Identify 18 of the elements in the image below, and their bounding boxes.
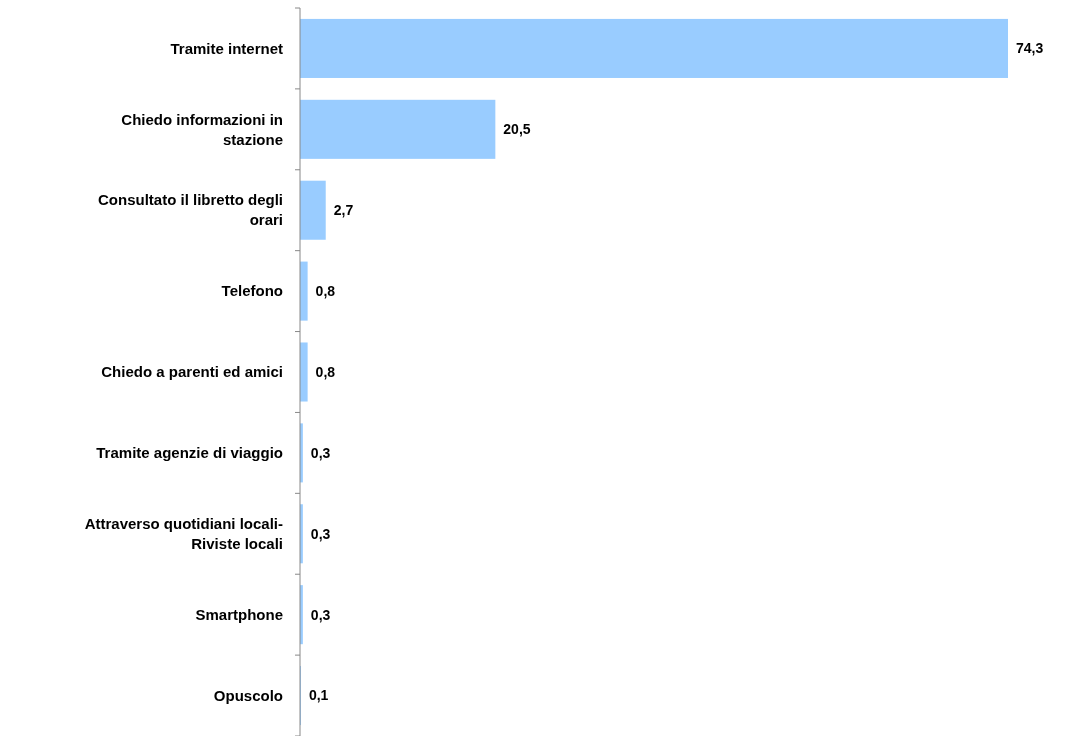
- y-tick-label: Telefono: [221, 282, 283, 300]
- y-tick-label: Tramite agenzie di viaggio: [96, 444, 283, 462]
- data-label: 0,3: [310, 444, 331, 461]
- y-tick-label: Tramite internet: [170, 39, 283, 57]
- data-label: 0,1: [308, 687, 329, 704]
- y-tick-label: Smartphone: [195, 605, 283, 623]
- data-label: 74,3: [1016, 40, 1044, 57]
- y-tick-label: Opuscolo: [213, 686, 283, 704]
- y-tick-label: Chiedo informazioni in stazione: [121, 110, 283, 148]
- data-label: 20,5: [503, 121, 531, 138]
- data-label: 2,7: [333, 202, 354, 219]
- y-tick-label: Chiedo a parenti ed amici: [101, 363, 283, 381]
- data-label: 0,3: [310, 606, 331, 623]
- y-tick-label: Consultato il libretto degli orari: [98, 191, 283, 229]
- data-label: 0,3: [310, 525, 331, 542]
- y-tick-label: Attraverso quotidiani locali-Riviste locali: [84, 515, 283, 553]
- data-label: 0,8: [315, 363, 336, 380]
- data-label: 0,8: [315, 283, 336, 300]
